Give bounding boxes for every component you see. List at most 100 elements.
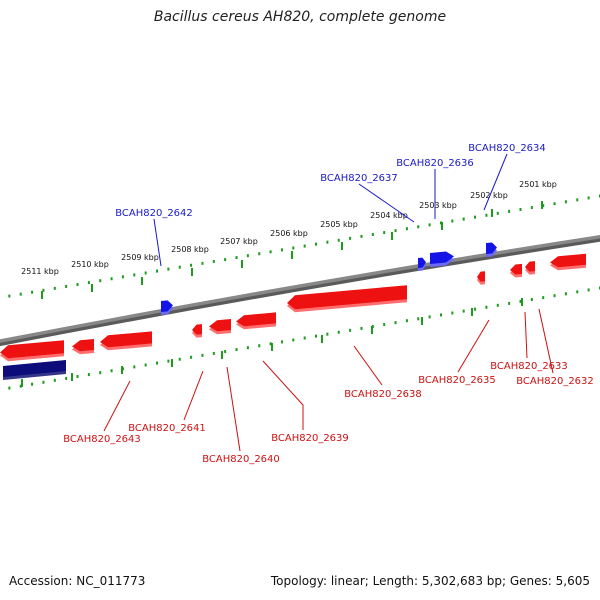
gene-arrow-bcah820-2637[interactable] — [418, 257, 426, 271]
scale-top-dot — [587, 196, 590, 200]
scale-top-dot — [53, 286, 56, 290]
gene-selected-feature[interactable] — [3, 360, 66, 380]
gene-arrow-bcah820-2637-body[interactable] — [418, 257, 426, 268]
gene-label-bcah820-2632[interactable]: BCAH820_2632 — [516, 376, 594, 387]
reverse-scale-track — [8, 286, 600, 390]
scale-top-dot — [576, 198, 579, 202]
gene-label-bcah820-2637[interactable]: BCAH820_2637 — [320, 173, 398, 184]
scale-bottom-dot — [99, 371, 102, 375]
scale-bottom-dot — [8, 386, 11, 390]
gene-arrow-bcah820-2641[interactable] — [192, 324, 202, 338]
gene-arrow-unnamed-body[interactable] — [72, 339, 94, 352]
scale-bottom-dot — [156, 361, 159, 365]
gene-label-bcah820-2642[interactable]: BCAH820_2642 — [115, 208, 193, 219]
gene-arrow-bcah820-2639[interactable] — [236, 312, 276, 330]
scale-bottom-dot — [76, 375, 79, 379]
scale-top-dot — [190, 263, 193, 267]
scale-bottom-dot — [349, 328, 352, 332]
scale-top-dot — [19, 292, 22, 296]
gene-label-bcah820-2643-leader — [103, 380, 131, 432]
selected-feature-body[interactable] — [3, 360, 66, 377]
scale-top-dot — [224, 258, 227, 262]
gene-label-bcah820-2635[interactable]: BCAH820_2635 — [418, 375, 496, 386]
scale-top-dot — [178, 265, 181, 269]
scale-top-dot — [246, 254, 249, 258]
gene-arrow-bcah820-2635[interactable] — [477, 271, 485, 285]
scale-bottom-dot — [178, 357, 181, 361]
gene-arrow-bcah820-2642[interactable] — [161, 300, 173, 315]
scale-top-dot — [326, 240, 329, 244]
scale-top-dot — [439, 221, 442, 225]
scale-top-dot — [530, 206, 533, 210]
gene-label-bcah820-2636[interactable]: BCAH820_2636 — [396, 158, 474, 169]
scale-top-dot — [167, 267, 170, 271]
scale-bottom-dot — [65, 376, 68, 380]
scale-bottom-dot — [360, 326, 363, 330]
scale-top-dot — [31, 290, 34, 294]
gene-features[interactable] — [0, 242, 586, 380]
scale-top-dot — [474, 215, 477, 219]
gene-arrow-bcah820-2633-body[interactable] — [510, 263, 522, 275]
scale-tick-label: 2505 kbp — [320, 220, 358, 229]
accession-text: Accession: NC_011773 — [9, 574, 146, 588]
gene-label-callouts: BCAH820_2634 BCAH820_2636 BCAH820_2637 BCAH… — [63, 143, 594, 465]
gene-arrow-unnamed-body[interactable] — [0, 340, 64, 359]
gene-arrow-bcah820-2638[interactable] — [287, 285, 407, 313]
scale-top-dot — [337, 238, 340, 242]
scale-bottom-dot — [87, 373, 90, 377]
scale-bottom-dot — [303, 336, 306, 340]
scale-tick-label: 2510 kbp — [71, 260, 109, 269]
gene-arrow-bcah820-2636-body[interactable] — [430, 251, 454, 264]
genome-title: Bacillus cereus AH820, complete genome — [153, 9, 447, 25]
gene-label-bcah820-2638[interactable]: BCAH820_2638 — [344, 389, 422, 400]
gene-arrow-bcah820-2640-body[interactable] — [209, 319, 231, 332]
scale-top-dot — [99, 279, 102, 283]
gene-arrow-bcah820-2632[interactable] — [525, 261, 535, 275]
forward-scale-track: 2501 kbp 2502 kbp 2503 kbp 2504 kbp 2505 kbp… — [8, 180, 600, 299]
gene-label-bcah820-2641[interactable]: BCAH820_2641 — [128, 423, 206, 434]
scale-top-dot — [496, 211, 499, 215]
scale-top-dot — [349, 236, 352, 240]
gene-arrow-bcah820-2638-body[interactable] — [287, 285, 407, 310]
gene-arrow-unnamed[interactable] — [0, 340, 64, 362]
scale-bottom-dot — [394, 321, 397, 325]
scale-top-dot — [201, 261, 204, 265]
gene-label-bcah820-2634[interactable]: BCAH820_2634 — [468, 143, 546, 154]
scale-bottom-dot — [269, 342, 272, 346]
scale-top-dot — [235, 256, 238, 260]
gene-arrow-bcah820-2634-body[interactable] — [486, 242, 497, 254]
gene-arrow-unnamed[interactable] — [72, 339, 94, 355]
scale-top-dot — [121, 275, 124, 279]
gene-label-bcah820-2643[interactable]: BCAH820_2643 — [63, 434, 141, 445]
gene-arrow-bcah820-2643[interactable] — [100, 331, 152, 351]
gene-arrow-unnamed-body[interactable] — [550, 253, 586, 268]
gene-arrow-unnamed[interactable] — [550, 253, 586, 271]
gene-arrow-bcah820-2640[interactable] — [209, 319, 231, 335]
topology-summary: Topology: linear; Length: 5,302,683 bp; … — [270, 574, 590, 588]
gene-arrow-bcah820-2635-body[interactable] — [477, 271, 485, 282]
gene-arrow-bcah820-2642-body[interactable] — [161, 300, 173, 312]
gene-label-bcah820-2640[interactable]: BCAH820_2640 — [202, 454, 280, 465]
gene-label-bcah820-2633[interactable]: BCAH820_2633 — [490, 361, 568, 372]
gene-label-bcah820-2639[interactable]: BCAH820_2639 — [271, 433, 349, 444]
gene-arrow-bcah820-2632-body[interactable] — [525, 261, 535, 272]
gene-arrow-bcah820-2634[interactable] — [486, 242, 497, 257]
gene-arrow-bcah820-2633[interactable] — [510, 263, 522, 278]
scale-top-dot — [292, 246, 295, 250]
scale-bottom-dot — [224, 350, 227, 354]
gene-label-bcah820-2637-leader — [358, 183, 415, 223]
gene-arrow-bcah820-2636[interactable] — [430, 251, 454, 267]
scale-top-dot — [564, 200, 567, 204]
gene-arrow-bcah820-2639-body[interactable] — [236, 312, 276, 327]
scale-bottom-dot — [451, 311, 454, 315]
gene-arrow-bcah820-2643-body[interactable] — [100, 331, 152, 348]
scale-tick-label: 2506 kbp — [270, 229, 308, 238]
scale-bottom-dot — [508, 301, 511, 305]
scale-bottom-dot — [553, 294, 556, 298]
scale-bottom-dot — [587, 288, 590, 292]
scale-top-dot — [451, 219, 454, 223]
gene-arrow-bcah820-2641-body[interactable] — [192, 324, 202, 335]
scale-top-dot — [76, 283, 79, 287]
gene-label-bcah820-2638-leader — [353, 345, 383, 386]
